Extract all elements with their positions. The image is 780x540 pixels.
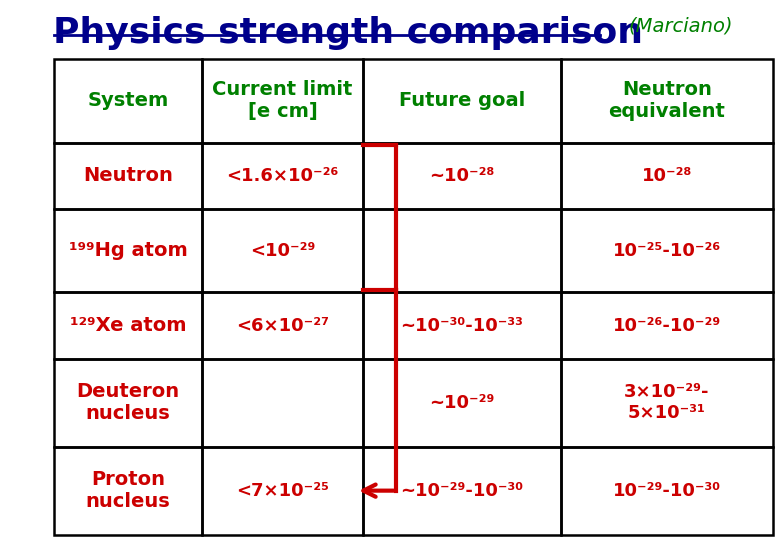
Text: 10⁻²⁵-10⁻²⁶: 10⁻²⁵-10⁻²⁶	[612, 242, 721, 260]
Text: ~10⁻²⁸: ~10⁻²⁸	[429, 167, 495, 185]
Text: <1.6×10⁻²⁶: <1.6×10⁻²⁶	[226, 167, 339, 185]
Text: Current limit
[e cm]: Current limit [e cm]	[212, 80, 353, 122]
Text: Deuteron
nucleus: Deuteron nucleus	[76, 382, 179, 423]
Text: System: System	[87, 91, 168, 111]
Text: ~10⁻²⁹: ~10⁻²⁹	[429, 394, 495, 411]
Text: 10⁻²⁹-10⁻³⁰: 10⁻²⁹-10⁻³⁰	[612, 482, 721, 500]
Text: ¹²⁹Xe atom: ¹²⁹Xe atom	[70, 316, 186, 335]
Text: 10⁻²⁸: 10⁻²⁸	[642, 167, 692, 185]
Text: <6×10⁻²⁷: <6×10⁻²⁷	[236, 316, 329, 334]
Text: Future goal: Future goal	[399, 91, 525, 111]
Text: Neutron: Neutron	[83, 166, 173, 185]
Text: <10⁻²⁹: <10⁻²⁹	[250, 242, 315, 260]
Text: 10⁻²⁶-10⁻²⁹: 10⁻²⁶-10⁻²⁹	[612, 316, 721, 334]
Text: Proton
nucleus: Proton nucleus	[86, 470, 171, 511]
Text: ~10⁻²⁹-10⁻³⁰: ~10⁻²⁹-10⁻³⁰	[400, 482, 523, 500]
Text: Neutron
equivalent: Neutron equivalent	[608, 80, 725, 122]
Text: 3×10⁻²⁹-
5×10⁻³¹: 3×10⁻²⁹- 5×10⁻³¹	[624, 383, 710, 422]
Text: (Marciano): (Marciano)	[629, 16, 733, 35]
Text: ¹⁹⁹Hg atom: ¹⁹⁹Hg atom	[69, 241, 187, 260]
Text: <7×10⁻²⁵: <7×10⁻²⁵	[236, 482, 329, 500]
Text: ~10⁻³⁰-10⁻³³: ~10⁻³⁰-10⁻³³	[401, 316, 523, 334]
Text: Physics strength comparison: Physics strength comparison	[52, 16, 643, 50]
